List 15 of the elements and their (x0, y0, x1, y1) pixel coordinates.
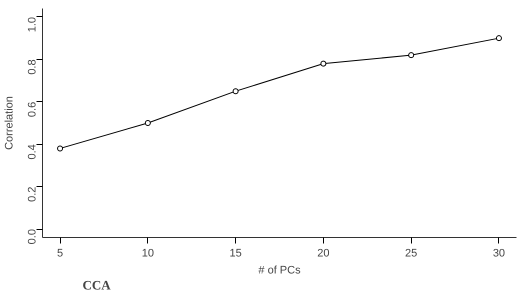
x-tick-label: 30 (492, 248, 506, 260)
x-axis-title: # of PCs (258, 264, 302, 276)
y-tick-label: 0.4 (26, 144, 38, 160)
y-tick-label: 0.6 (26, 102, 38, 118)
y-axis-title: Correlation (4, 96, 16, 150)
x-tick-label: 25 (405, 248, 418, 260)
y-tick-label: 1.0 (26, 16, 38, 32)
x-tick-label: 10 (142, 248, 154, 260)
x-tick-label: 15 (229, 248, 242, 260)
y-tick-label: 0.8 (26, 59, 38, 75)
x-tick-label: 5 (56, 248, 64, 260)
text: CCA (82, 278, 112, 292)
x-tick-label: 20 (317, 248, 330, 260)
y-tick-label: 0.2 (26, 186, 38, 202)
y-tick-label: 0.0 (26, 229, 38, 244)
